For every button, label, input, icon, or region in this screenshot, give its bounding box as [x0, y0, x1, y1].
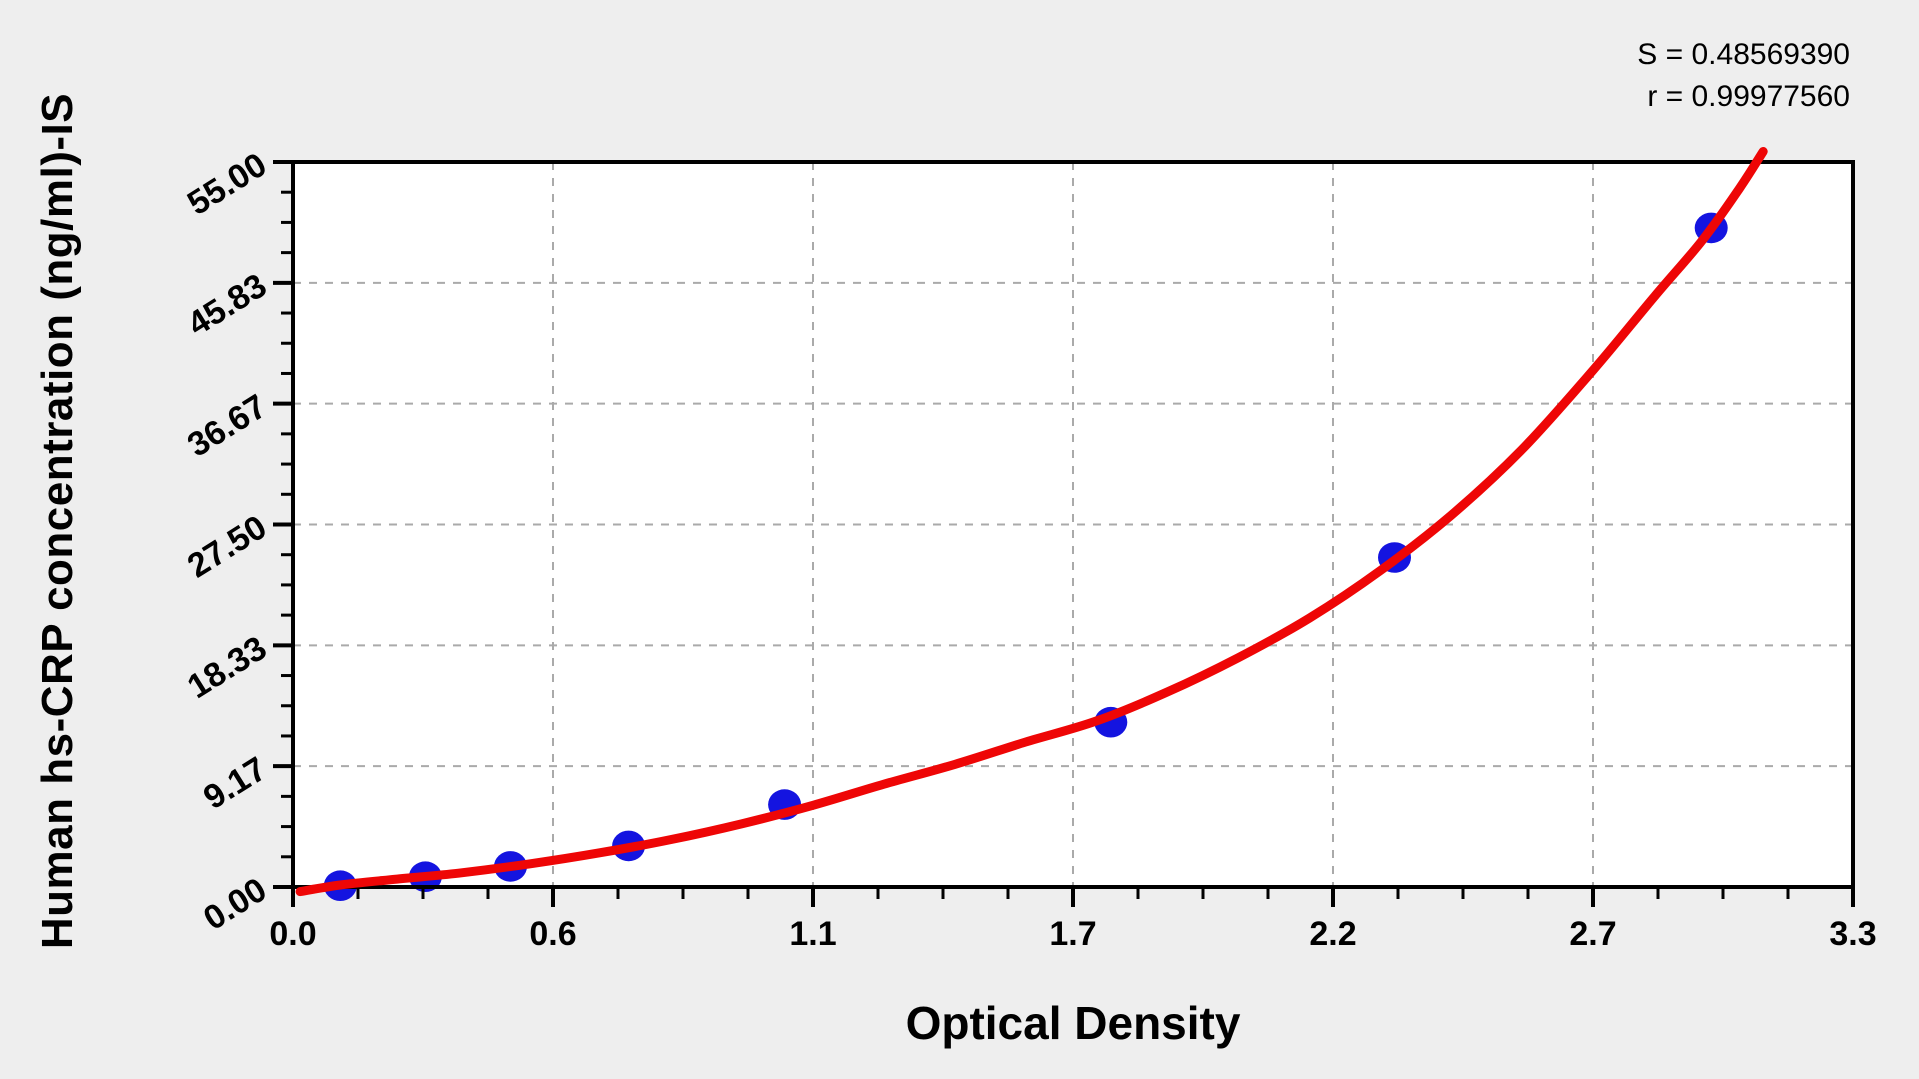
axis-ticks — [273, 160, 1855, 907]
y-tick-label: 45.83 — [181, 266, 273, 343]
x-tick-label: 2.7 — [1569, 915, 1616, 953]
y-tick-label: 36.67 — [181, 387, 273, 464]
y-tick-label: 55.00 — [181, 146, 273, 223]
x-tick-label: 3.3 — [1829, 915, 1876, 953]
stat-standard-error: S = 0.48569390 — [1637, 38, 1850, 71]
y-tick-label: 9.17 — [197, 750, 273, 817]
stat-correlation: r = 0.99977560 — [1647, 80, 1850, 113]
fit-curve — [295, 147, 1768, 897]
y-tick-label: 27.50 — [181, 508, 273, 585]
x-tick-label: 1.1 — [789, 915, 836, 953]
x-tick-label: 0.6 — [529, 915, 576, 953]
x-tick-label: 1.7 — [1049, 915, 1096, 953]
y-tick-label: 18.33 — [181, 629, 273, 706]
x-axis-title: Optical Density — [905, 997, 1241, 1049]
y-axis-title: Human hs-CRP concentration (ng/ml)-IS — [33, 92, 82, 950]
fit-statistics: S = 0.48569390 r = 0.99977560 — [1637, 34, 1850, 118]
x-tick-label: 2.2 — [1309, 915, 1356, 953]
y-tick-label: 0.00 — [197, 871, 273, 938]
gridlines — [293, 162, 1853, 887]
x-tick-label: 0.0 — [269, 915, 316, 953]
plot-area — [293, 162, 1853, 887]
